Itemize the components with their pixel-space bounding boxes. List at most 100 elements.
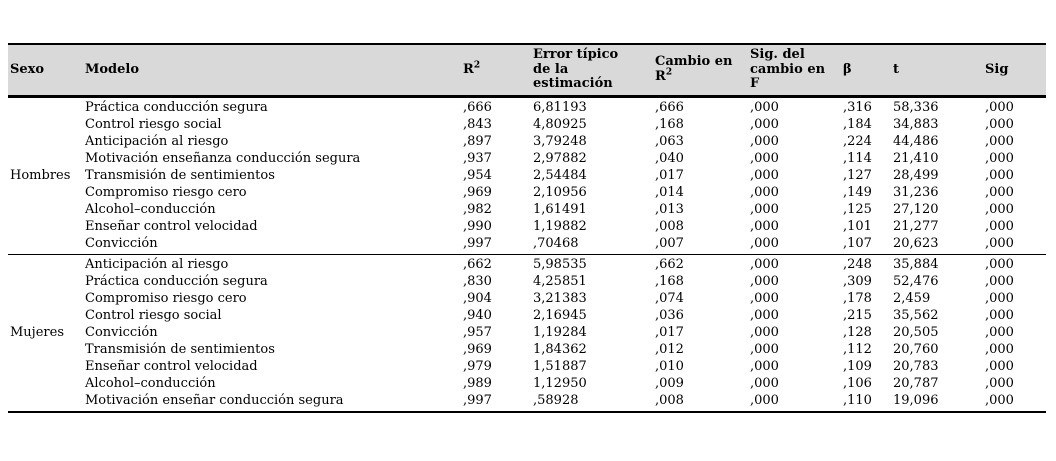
cell-beta: ,128 xyxy=(843,325,872,340)
header-r2: R2 xyxy=(461,60,531,78)
cell-beta: ,110 xyxy=(843,393,872,408)
cell-r2: ,969 xyxy=(463,342,492,357)
cell-modelo: Alcohol–conducción xyxy=(85,376,216,391)
header-modelo: Modelo xyxy=(85,61,140,77)
cell-error: 4,80925 xyxy=(533,117,587,132)
cell-t: 20,760 xyxy=(893,342,939,357)
cell-beta: ,107 xyxy=(843,236,872,251)
header-r2-sup: 2 xyxy=(473,60,481,71)
cell-r2: ,937 xyxy=(463,151,492,166)
cell-t: 21,410 xyxy=(893,151,939,166)
cell-sig: ,000 xyxy=(985,185,1014,200)
cell-error: 5,98535 xyxy=(533,257,587,272)
cell-sig_cambio_f: ,000 xyxy=(750,325,779,340)
cell-sig_cambio_f: ,000 xyxy=(750,274,779,289)
table-header-row: Sexo Modelo R2 Error típico de la estima… xyxy=(8,43,1046,98)
cell-t: 2,459 xyxy=(893,291,931,306)
cell-t: 20,505 xyxy=(893,325,939,340)
cell-sig: ,000 xyxy=(985,100,1014,115)
cell-t: 52,476 xyxy=(893,274,939,289)
cell-cambio_r2: ,666 xyxy=(655,100,684,115)
cell-sig: ,000 xyxy=(985,151,1014,166)
cell-sig: ,000 xyxy=(985,168,1014,183)
cell-beta: ,125 xyxy=(843,202,872,217)
cell-beta: ,224 xyxy=(843,134,872,149)
cell-cambio_r2: ,168 xyxy=(655,274,684,289)
group-mujeres: Mujeres Anticipación al riesgo ,662 5,98535… xyxy=(8,255,1046,413)
cell-error: 1,84362 xyxy=(533,342,587,357)
cell-t: 21,277 xyxy=(893,219,939,234)
cell-sig_cambio_f: ,000 xyxy=(750,168,779,183)
cell-sig: ,000 xyxy=(985,257,1014,272)
header-sig: Sig xyxy=(985,61,1009,77)
cell-cambio_r2: ,074 xyxy=(655,291,684,306)
cell-cambio_r2: ,010 xyxy=(655,359,684,374)
cell-sig_cambio_f: ,000 xyxy=(750,202,779,217)
cell-cambio_r2: ,007 xyxy=(655,236,684,251)
header-r2-base: R xyxy=(463,61,474,77)
cell-sig: ,000 xyxy=(985,325,1014,340)
header-t: t xyxy=(893,61,900,77)
cell-cambio_r2: ,013 xyxy=(655,202,684,217)
cell-modelo: Práctica conducción segura xyxy=(85,100,268,115)
cell-t: 20,787 xyxy=(893,376,939,391)
cell-beta: ,114 xyxy=(843,151,872,166)
cell-error: 2,16945 xyxy=(533,308,587,323)
cell-sig: ,000 xyxy=(985,308,1014,323)
cell-error: 1,61491 xyxy=(533,202,587,217)
cell-r2: ,989 xyxy=(463,376,492,391)
cell-sig_cambio_f: ,000 xyxy=(750,359,779,374)
cell-modelo: Enseñar control velocidad xyxy=(85,359,258,374)
cell-sig: ,000 xyxy=(985,359,1014,374)
cell-r2: ,940 xyxy=(463,308,492,323)
table-body: Hombres Práctica conducción segura ,666 6,8… xyxy=(8,98,1046,413)
cell-beta: ,149 xyxy=(843,185,872,200)
cell-modelo: Transmisión de sentimientos xyxy=(85,168,275,183)
cell-r2: ,982 xyxy=(463,202,492,217)
cell-t: 58,336 xyxy=(893,100,939,115)
cell-beta: ,184 xyxy=(843,117,872,132)
cell-r2: ,897 xyxy=(463,134,492,149)
cell-modelo: Motivación enseñanza conducción segura xyxy=(85,151,361,166)
cell-modelo: Alcohol–conducción xyxy=(85,202,216,217)
cell-modelo: Convicción xyxy=(85,325,158,340)
cell-r2: ,904 xyxy=(463,291,492,306)
cell-sig: ,000 xyxy=(985,291,1014,306)
cell-r2: ,954 xyxy=(463,168,492,183)
cell-beta: ,215 xyxy=(843,308,872,323)
cell-sig: ,000 xyxy=(985,117,1014,132)
cell-sig: ,000 xyxy=(985,236,1014,251)
cell-cambio_r2: ,008 xyxy=(655,219,684,234)
cell-cambio_r2: ,662 xyxy=(655,257,684,272)
cell-beta: ,106 xyxy=(843,376,872,391)
sexo-label: Hombres xyxy=(10,168,71,183)
cell-modelo: Control riesgo social xyxy=(85,117,222,132)
header-beta: β xyxy=(843,61,852,77)
cell-error: 1,12950 xyxy=(533,376,587,391)
cell-error: 1,51887 xyxy=(533,359,587,374)
cell-error: 1,19882 xyxy=(533,219,587,234)
cell-r2: ,990 xyxy=(463,219,492,234)
cell-t: 31,236 xyxy=(893,185,939,200)
cell-error: 1,19284 xyxy=(533,325,587,340)
sexo-label: Mujeres xyxy=(10,325,64,340)
cell-cambio_r2: ,009 xyxy=(655,376,684,391)
cell-t: 34,883 xyxy=(893,117,939,132)
cell-sig: ,000 xyxy=(985,342,1014,357)
cell-beta: ,127 xyxy=(843,168,872,183)
cell-sig_cambio_f: ,000 xyxy=(750,185,779,200)
cell-beta: ,316 xyxy=(843,100,872,115)
cell-modelo: Anticipación al riesgo xyxy=(85,257,229,272)
cell-r2: ,957 xyxy=(463,325,492,340)
header-sexo: Sexo xyxy=(10,61,45,77)
cell-r2: ,979 xyxy=(463,359,492,374)
header-cambio-r2: Cambio en R2 xyxy=(653,55,737,84)
cell-sig_cambio_f: ,000 xyxy=(750,308,779,323)
cell-cambio_r2: ,017 xyxy=(655,325,684,340)
cell-t: 35,884 xyxy=(893,257,939,272)
regression-results-table: Sexo Modelo R2 Error típico de la estima… xyxy=(8,43,1046,413)
cell-modelo: Compromiso riesgo cero xyxy=(85,185,247,200)
cell-sig_cambio_f: ,000 xyxy=(750,257,779,272)
header-error-tipico: Error típico de la estimación xyxy=(533,47,619,92)
